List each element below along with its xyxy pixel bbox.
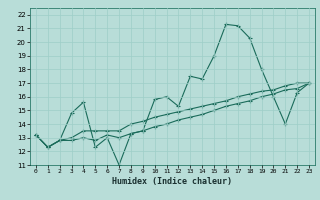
X-axis label: Humidex (Indice chaleur): Humidex (Indice chaleur) bbox=[113, 177, 233, 186]
